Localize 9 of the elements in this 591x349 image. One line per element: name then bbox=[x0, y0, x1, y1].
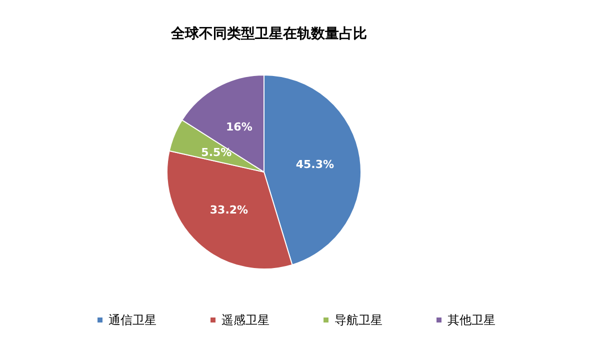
data-label: 16% bbox=[226, 120, 252, 134]
data-label: 33.2% bbox=[210, 203, 248, 216]
legend-label: 其他卫星 bbox=[448, 313, 496, 327]
chart-title: 全球不同类型卫星在轨数量占比 bbox=[170, 26, 367, 42]
legend-label: 通信卫星 bbox=[108, 313, 156, 327]
data-label: 5.5% bbox=[201, 146, 232, 159]
data-label: 45.3% bbox=[296, 158, 334, 171]
legend-label: 导航卫星 bbox=[334, 313, 382, 327]
legend-label: 遥感卫星 bbox=[222, 313, 270, 327]
